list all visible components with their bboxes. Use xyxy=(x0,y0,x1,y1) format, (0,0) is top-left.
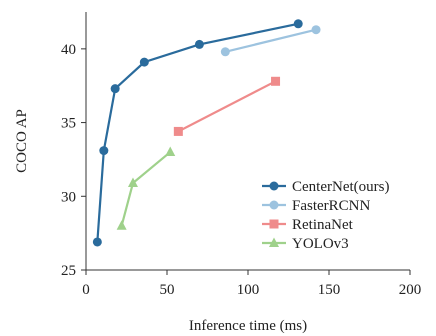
x-tick-label: 50 xyxy=(160,282,175,298)
series-centernet-ours xyxy=(92,19,303,247)
plot-frame xyxy=(85,12,410,271)
x-axis-ticks: 0 50 100 150 200 xyxy=(82,270,421,298)
x-tick-label: 0 xyxy=(82,282,90,298)
x-tick-label: 100 xyxy=(237,282,260,298)
x-tick-label: 200 xyxy=(399,282,422,298)
legend-item: RetinaNet xyxy=(262,217,354,233)
x-axis-label: Inference time (ms) xyxy=(189,318,307,334)
series-layer xyxy=(92,19,321,247)
y-tick-label: 35 xyxy=(61,116,76,132)
data-point xyxy=(139,57,149,67)
y-axis-ticks: 25 30 35 40 xyxy=(61,42,86,279)
legend-label: CenterNet(ours) xyxy=(292,179,389,195)
data-point xyxy=(220,47,230,57)
data-point xyxy=(165,146,176,157)
legend-item: FasterRCNN xyxy=(262,198,371,214)
data-point xyxy=(173,126,183,136)
data-point xyxy=(116,220,127,230)
series-line xyxy=(177,80,277,133)
legend: CenterNet(ours) FasterRCNN RetinaNet YOLOv3 xyxy=(262,179,389,252)
series-line xyxy=(120,151,171,227)
legend-swatch-marker xyxy=(269,219,279,229)
data-point xyxy=(92,237,102,247)
data-point xyxy=(311,25,321,35)
legend-label: YOLOv3 xyxy=(292,236,349,252)
legend-item: CenterNet(ours) xyxy=(262,179,389,195)
legend-item: YOLOv3 xyxy=(262,236,349,252)
series-line xyxy=(225,28,317,53)
y-axis-label: COCO AP xyxy=(14,109,30,173)
data-point xyxy=(271,76,281,86)
data-point xyxy=(194,39,204,49)
legend-label: FasterRCNN xyxy=(292,198,371,214)
legend-swatch-marker xyxy=(269,181,279,191)
series-retinanet xyxy=(173,76,281,136)
data-point xyxy=(110,84,120,94)
data-point xyxy=(99,146,109,156)
y-tick-label: 40 xyxy=(61,42,76,58)
series-yolov3 xyxy=(116,146,176,230)
legend-swatch-marker xyxy=(269,237,279,247)
data-point xyxy=(293,19,303,29)
series-line xyxy=(96,22,299,243)
y-tick-label: 30 xyxy=(61,189,76,205)
legend-label: RetinaNet xyxy=(292,217,354,233)
data-point xyxy=(127,177,138,188)
y-tick-label: 25 xyxy=(61,263,76,279)
series-fasterrcnn xyxy=(220,25,321,57)
x-tick-label: 150 xyxy=(318,282,341,298)
legend-swatch-marker xyxy=(269,200,279,210)
